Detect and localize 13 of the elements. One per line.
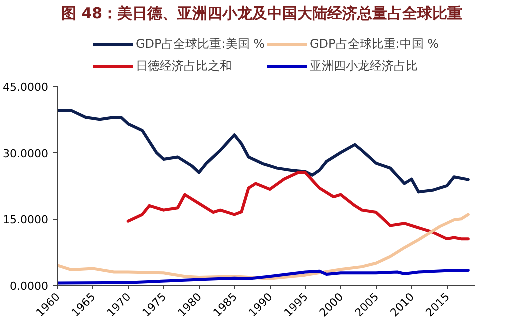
legend-label: 亚洲四小龙经济占比 xyxy=(310,58,418,74)
y-tick-label: 15.0000 xyxy=(3,214,49,227)
legend-label: GDP占全球比重:中国 % xyxy=(310,36,440,52)
y-tick-label: 45.0000 xyxy=(3,81,49,94)
legend-label: GDP占全球比重:美国 % xyxy=(136,36,265,52)
y-tick-label: 30.0000 xyxy=(3,147,49,160)
legend-label: 日德经济占比之和 xyxy=(136,58,232,74)
chart-title: 图 48：美日德、亚洲四小龙及中国大陆经济总量占全球比重 xyxy=(62,4,463,22)
line-series xyxy=(58,268,470,285)
y-tick-label: 0.0000 xyxy=(10,280,49,293)
line-series xyxy=(58,109,470,194)
line-series xyxy=(58,213,470,280)
line-series xyxy=(126,171,470,241)
